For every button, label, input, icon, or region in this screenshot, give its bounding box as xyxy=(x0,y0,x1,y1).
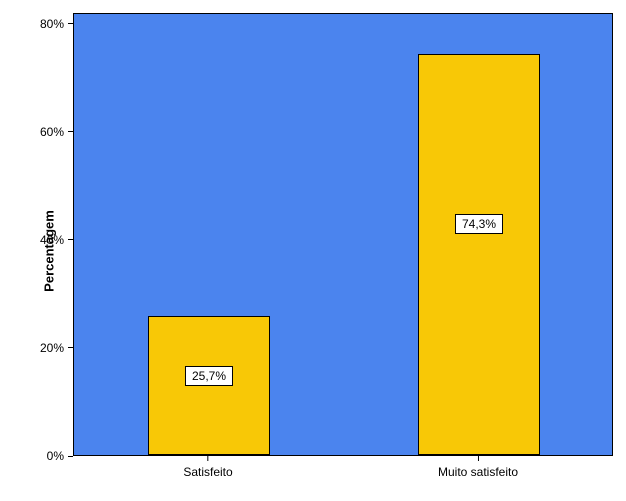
plot-area: 25,7% 74,3% xyxy=(73,13,613,456)
y-tick-label: 80% xyxy=(40,17,64,31)
bars-layer: 25,7% 74,3% xyxy=(74,14,612,455)
x-tick-label: Muito satisfeito xyxy=(438,465,518,479)
y-tick-label: 40% xyxy=(40,233,64,247)
y-axis-ticks: 0%20%40%60%80% xyxy=(36,13,73,456)
y-tick: 0% xyxy=(47,449,73,463)
y-tick: 80% xyxy=(40,17,73,31)
y-tick-label: 0% xyxy=(47,449,64,463)
x-axis-ticks: Satisfeito Muito satisfeito xyxy=(73,456,613,496)
x-tick: Satisfeito xyxy=(183,456,232,479)
y-tick-label: 20% xyxy=(40,341,64,355)
bar-chart: Percentagem 0%20%40%60%80% 25,7%74,3% Sa… xyxy=(0,0,626,501)
y-tick: 20% xyxy=(40,341,73,355)
x-tick: Muito satisfeito xyxy=(438,456,518,479)
bar-value-label: 25,7% xyxy=(185,366,233,386)
x-tick-label: Satisfeito xyxy=(183,465,232,479)
x-tick-mark xyxy=(477,456,478,461)
y-tick: 60% xyxy=(40,125,73,139)
x-tick-mark xyxy=(207,456,208,461)
y-tick: 40% xyxy=(40,233,73,247)
bar xyxy=(418,54,540,455)
bar-value-label: 74,3% xyxy=(455,214,503,234)
y-tick-label: 60% xyxy=(40,125,64,139)
